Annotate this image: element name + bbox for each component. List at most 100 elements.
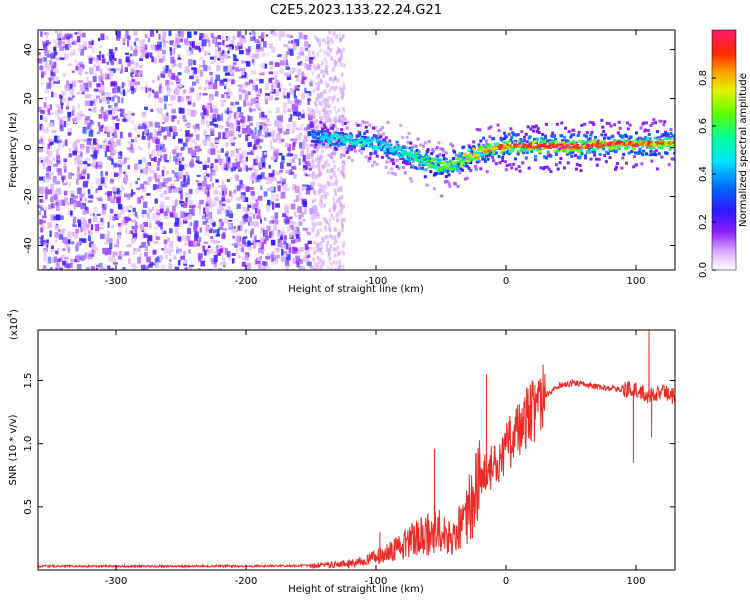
spectrogram-noise-cell [153, 57, 157, 64]
spectrogram-noise-cell [55, 200, 60, 203]
spectrogram-ridge-cell [378, 147, 382, 150]
spectrogram-ridge-cell [427, 166, 431, 169]
spectrogram-ridge-cell [465, 164, 469, 168]
spectrogram-ridge-cell [519, 149, 523, 152]
spectrogram-noise-cell [241, 89, 245, 94]
spectrogram-noise-cell [147, 242, 151, 246]
spectrogram-noise-cell [203, 129, 207, 137]
spectrogram-noise-cell [80, 163, 83, 166]
spectrogram-noise-cell [282, 268, 287, 270]
spectrogram-noise-cell [315, 208, 318, 213]
spectrogram-ridge-cell [426, 155, 431, 158]
spectrogram-noise-cell [193, 227, 198, 233]
spectrogram-noise-cell [309, 213, 313, 221]
spectrogram-noise-cell [127, 140, 132, 145]
spectrogram-ridge-cell [337, 144, 341, 148]
spectrogram-noise-cell [319, 48, 322, 53]
spectrogram-ridge-cell [595, 141, 600, 144]
spectrogram-noise-cell [142, 197, 145, 201]
spectrogram-ridge-cell [399, 123, 403, 127]
spectrogram-noise-cell [207, 249, 210, 255]
spectrogram-noise-cell [276, 247, 280, 252]
spectrogram-noise-cell [78, 66, 83, 72]
spectrogram-noise-cell [338, 266, 342, 270]
spectrogram-noise-cell [257, 195, 263, 201]
spectrogram-noise-cell [109, 71, 114, 77]
spectrogram-noise-cell [340, 170, 343, 175]
spectrogram-noise-cell [46, 32, 49, 39]
spectrogram-noise-cell [245, 165, 248, 172]
spectrogram-ridge-cell [346, 138, 350, 142]
spectrogram-noise-cell [187, 266, 192, 270]
svg-text:(x104): (x104) [6, 309, 20, 340]
spectrogram-ridge-cell [438, 153, 442, 157]
spectrogram-noise-cell [121, 220, 125, 223]
spectrogram-noise-cell [242, 122, 245, 129]
spectrogram-ridge-cell [362, 121, 366, 125]
spectrogram-noise-cell [259, 146, 262, 149]
spectrogram-noise-cell [131, 88, 134, 95]
spectrogram-ridge-cell [364, 144, 368, 147]
spectrogram-ridge-cell [436, 166, 441, 169]
spectrogram-ridge-cell [558, 148, 562, 152]
spectrogram-noise-cell [201, 39, 207, 47]
spectrogram-ridge-cell [654, 153, 658, 157]
spectrogram-noise-cell [337, 78, 340, 83]
spectrogram-noise-cell [273, 71, 279, 75]
spectrogram-noise-cell [63, 121, 67, 128]
spectrogram-ridge-cell [476, 153, 481, 156]
spectrogram-ridge-cell [318, 141, 322, 145]
spectrogram-ridge-cell [573, 145, 577, 148]
spectrogram-noise-cell [192, 102, 196, 107]
spectrogram-noise-cell [271, 233, 274, 239]
spectrogram-noise-cell [223, 53, 229, 59]
spectrogram-noise-cell [163, 178, 169, 184]
spectrogram-noise-cell [187, 241, 190, 245]
spectrogram-noise-cell [103, 241, 109, 245]
spectrogram-noise-cell [113, 149, 117, 155]
spectrogram-ridge-cell [577, 130, 581, 134]
spectrogram-noise-cell [328, 208, 332, 213]
spectrogram-noise-cell [158, 97, 163, 103]
spectrogram-noise-cell [225, 45, 230, 48]
spectrogram-noise-cell [210, 258, 213, 262]
spectrogram-ridge-cell [552, 140, 556, 143]
spectrogram-noise-cell [256, 200, 260, 203]
spectrogram-noise-cell [132, 207, 136, 213]
spectrogram-noise-cell [285, 243, 289, 250]
spectrogram-ridge-cell [379, 140, 383, 144]
spectrogram-noise-cell [213, 264, 218, 270]
spectrogram-noise-cell [57, 147, 61, 151]
spectrogram-noise-cell [275, 89, 280, 96]
spectrogram-noise-cell [249, 212, 253, 215]
spectrogram-noise-cell [211, 258, 215, 265]
spectrogram-ridge-cell [312, 150, 316, 154]
spectrogram-noise-cell [208, 52, 211, 55]
spectrogram-noise-cell [203, 33, 208, 40]
spectrogram-ridge-cell [415, 167, 419, 170]
spectrogram-noise-cell [244, 93, 249, 101]
spectrogram-noise-cell [250, 195, 256, 201]
spectrogram-noise-cell [335, 218, 339, 223]
spectrogram-noise-cell [53, 177, 59, 184]
spectrogram-noise-cell [279, 231, 285, 235]
spectrogram-noise-cell [213, 137, 218, 143]
spectrogram-noise-cell [211, 171, 216, 176]
spectrogram-ridge-cell [487, 126, 491, 130]
spectrogram-noise-cell [261, 72, 265, 76]
spectrogram-noise-cell [193, 45, 197, 50]
spectrogram-noise-cell [108, 55, 112, 61]
spectrogram-ridge-cell [311, 135, 316, 138]
spectrogram-noise-cell [314, 173, 318, 178]
spectrogram-noise-cell [178, 138, 183, 142]
spectrogram-noise-cell [205, 204, 210, 212]
spectrogram-noise-cell [312, 213, 315, 218]
spectrogram-ridge-cell [528, 142, 532, 145]
spectrogram-noise-cell [329, 124, 332, 129]
spectrogram-ridge-cell [604, 133, 607, 137]
spectrogram-noise-cell [46, 155, 51, 163]
spectrogram-ridge-cell [379, 144, 383, 147]
spectrogram-ridge-cell [521, 139, 525, 143]
spectrogram-noise-cell [122, 187, 125, 191]
spectrogram-noise-cell [134, 163, 139, 170]
